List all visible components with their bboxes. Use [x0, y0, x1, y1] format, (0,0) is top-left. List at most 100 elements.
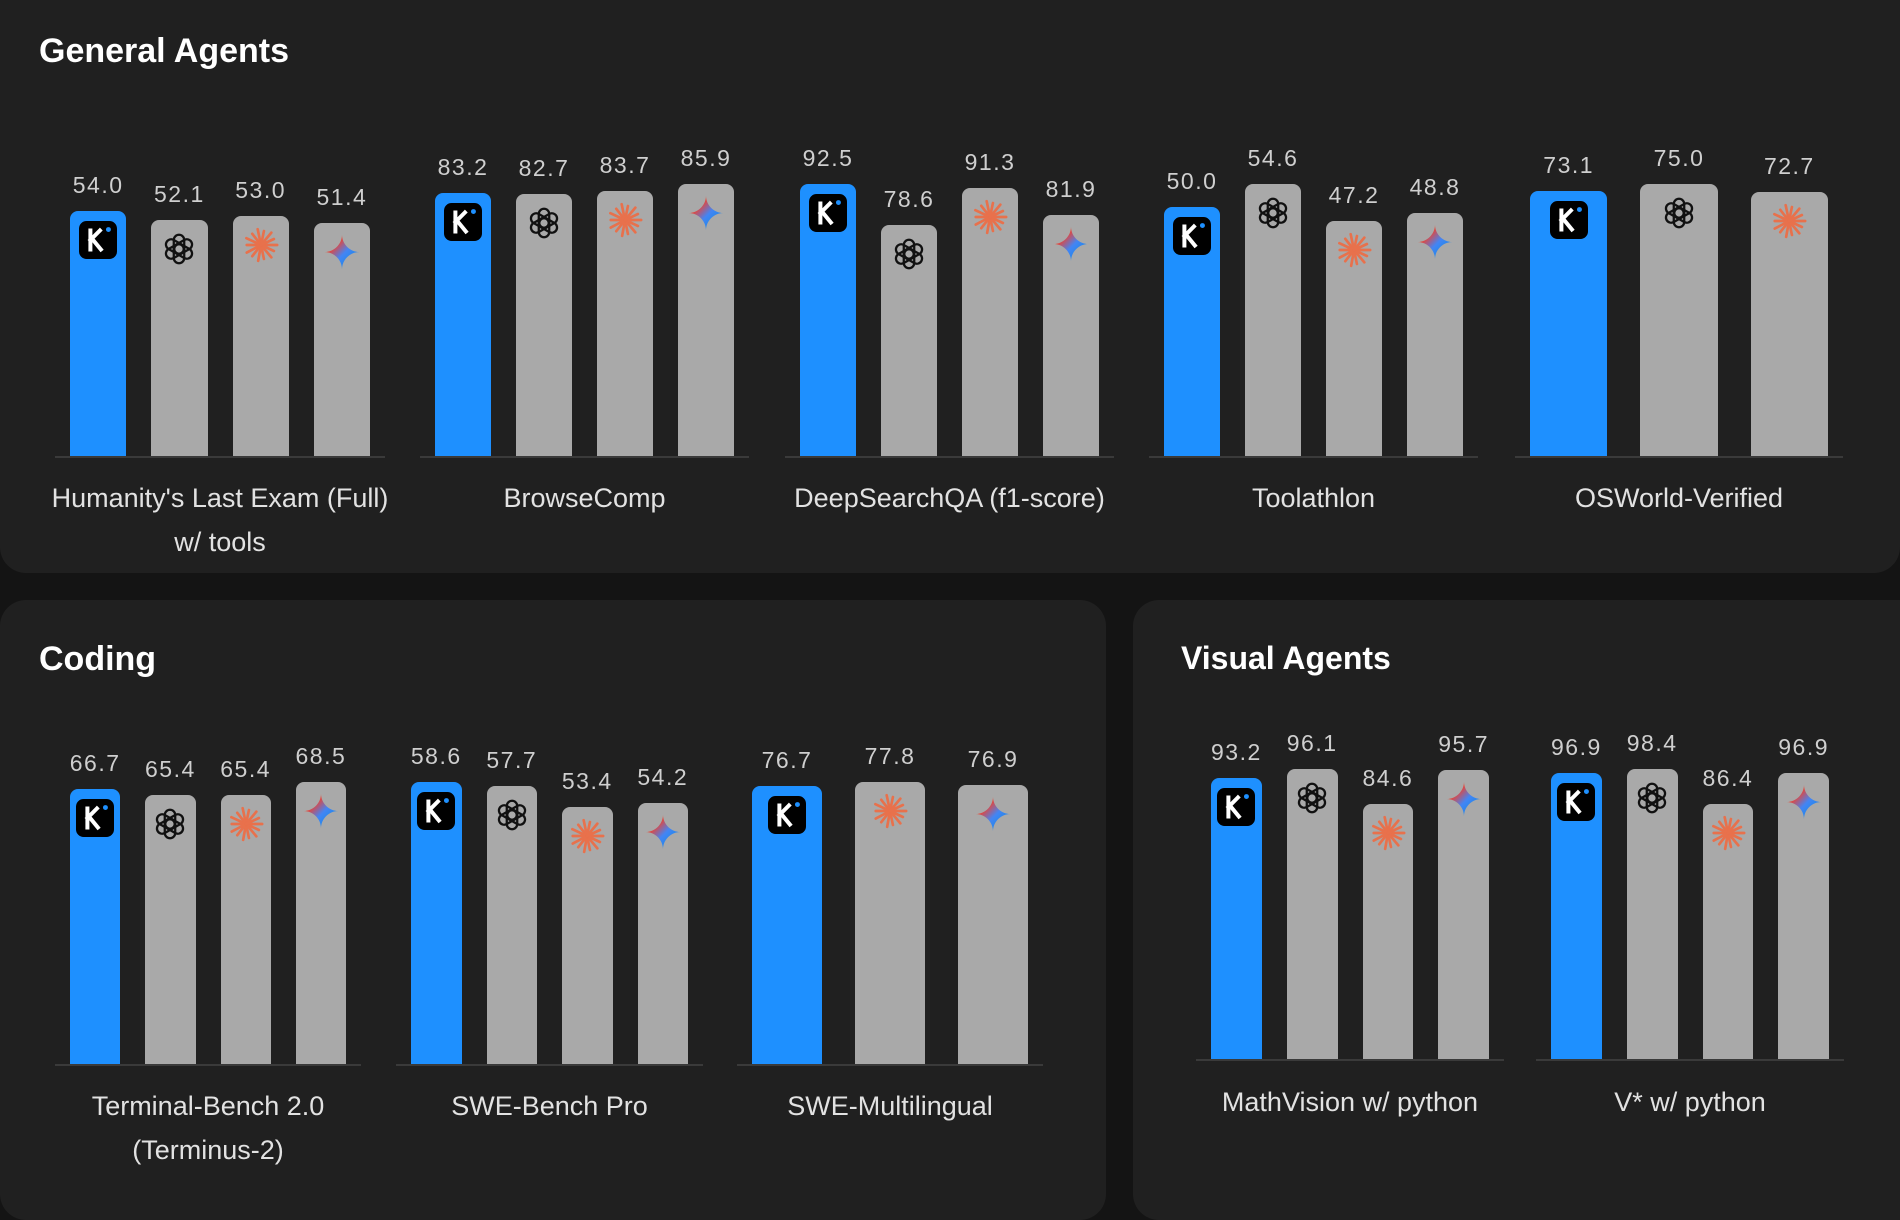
bar-highlight	[435, 192, 491, 456]
bar-item: 96.9	[1778, 734, 1829, 1059]
section-title: Visual Agents	[1181, 640, 1391, 676]
value-label: 96.9	[1778, 734, 1830, 761]
bar-item: 53.4	[562, 768, 613, 1064]
value-label: 92.5	[802, 145, 854, 171]
kimi-logo-icon	[809, 194, 847, 232]
section-title: Coding	[39, 640, 157, 678]
bar	[295, 782, 346, 1064]
bar-item: 77.8	[855, 743, 925, 1064]
value-label: 68.5	[295, 743, 347, 769]
bar-item: 54.6	[1245, 145, 1301, 456]
bar	[855, 782, 925, 1064]
bar	[1043, 215, 1099, 456]
value-label: 58.6	[410, 743, 462, 769]
bar	[1326, 220, 1382, 456]
openai-logo-icon	[1633, 779, 1671, 817]
bar-item: 83.2	[435, 154, 491, 456]
bar-item: 82.7	[516, 155, 572, 456]
bar	[151, 219, 208, 456]
bar-item: 58.6	[411, 743, 462, 1064]
value-label: 48.8	[1409, 173, 1461, 200]
gemini-logo-icon	[1785, 783, 1823, 821]
gemini-logo-icon	[974, 795, 1012, 833]
bar	[1702, 804, 1754, 1059]
axis-line	[1515, 456, 1843, 458]
bar-item: 86.4	[1702, 765, 1754, 1059]
bar-item: 75.0	[1640, 145, 1718, 456]
category-label: Terminal-Bench 2.0 (Terminus-2)	[15, 1084, 401, 1172]
kimi-logo-icon	[76, 799, 115, 838]
gemini-logo-icon	[1416, 223, 1454, 261]
axis-line	[737, 1064, 1043, 1066]
bar-highlight	[70, 789, 121, 1064]
axis-line	[1536, 1059, 1844, 1061]
claude-logo-icon	[1369, 814, 1407, 852]
gemini-logo-icon	[644, 813, 682, 851]
bar-highlight	[800, 184, 856, 456]
bar-item: 98.4	[1626, 730, 1678, 1059]
bar-item: 95.7	[1438, 731, 1489, 1059]
axis-line	[1149, 456, 1478, 458]
claude-logo-icon	[568, 817, 606, 855]
kimi-logo-icon	[1557, 783, 1596, 822]
bar	[486, 786, 537, 1064]
bar-item: 96.9	[1551, 734, 1602, 1059]
axis-line	[420, 456, 749, 458]
gemini-logo-icon	[1445, 780, 1483, 818]
axis-line	[1196, 1059, 1504, 1061]
value-label: 96.1	[1286, 730, 1338, 756]
bar-item: 81.9	[1043, 176, 1099, 456]
bar-item: 76.9	[958, 746, 1028, 1064]
value-label: 76.9	[967, 746, 1019, 773]
axis-line	[396, 1064, 703, 1066]
openai-logo-icon	[1293, 779, 1331, 817]
value-label: 50.0	[1166, 167, 1218, 194]
kimi-logo-icon	[417, 792, 456, 830]
bar-item: 83.7	[597, 152, 653, 456]
bar-item: 51.4	[313, 184, 370, 456]
bar-item: 73.1	[1530, 152, 1608, 456]
category-label: DeepSearchQA (f1-score)	[745, 476, 1154, 520]
bar-item: 65.4	[145, 755, 196, 1064]
value-label: 54.0	[72, 172, 124, 199]
bar	[1245, 184, 1301, 456]
value-label: 76.7	[761, 747, 813, 773]
claude-logo-icon	[242, 226, 280, 264]
openai-logo-icon	[160, 230, 198, 268]
bar-item: 68.5	[296, 743, 346, 1064]
claude-logo-icon	[227, 805, 265, 843]
bar-item: 47.2	[1326, 182, 1382, 456]
bar-highlight	[411, 782, 462, 1064]
bar-item: 92.5	[800, 145, 856, 456]
value-label: 83.7	[599, 151, 651, 178]
gemini-logo-icon	[302, 792, 340, 830]
bar-item: 85.9	[678, 145, 734, 456]
bar	[220, 794, 271, 1064]
value-label: 53.4	[561, 768, 613, 795]
openai-logo-icon	[493, 796, 531, 834]
value-label: 65.4	[145, 755, 196, 782]
bar	[562, 807, 613, 1064]
bar	[1640, 184, 1718, 456]
axis-line	[55, 1064, 361, 1066]
bar-item: 66.7	[70, 750, 121, 1064]
bar	[313, 223, 370, 456]
kimi-logo-icon	[768, 796, 806, 834]
bar	[516, 194, 572, 456]
value-label: 95.7	[1438, 731, 1490, 758]
bar	[232, 215, 289, 456]
category-label-line: MathVision w/ python	[1221, 1087, 1479, 1117]
kimi-logo-icon	[79, 221, 118, 260]
bar	[1286, 769, 1338, 1059]
gemini-logo-icon	[687, 194, 725, 232]
value-label: 72.7	[1763, 153, 1815, 180]
gemini-logo-icon	[323, 233, 361, 271]
bar-item: 76.7	[752, 747, 822, 1064]
kimi-logo-icon	[1173, 216, 1211, 255]
category-label: SWE-Bench Pro	[356, 1084, 743, 1128]
bar-item: 93.2	[1211, 739, 1262, 1059]
value-label: 54.6	[1247, 145, 1299, 171]
category-label-line: BrowseComp	[503, 483, 666, 513]
openai-logo-icon	[890, 235, 928, 273]
bar	[1750, 192, 1828, 456]
